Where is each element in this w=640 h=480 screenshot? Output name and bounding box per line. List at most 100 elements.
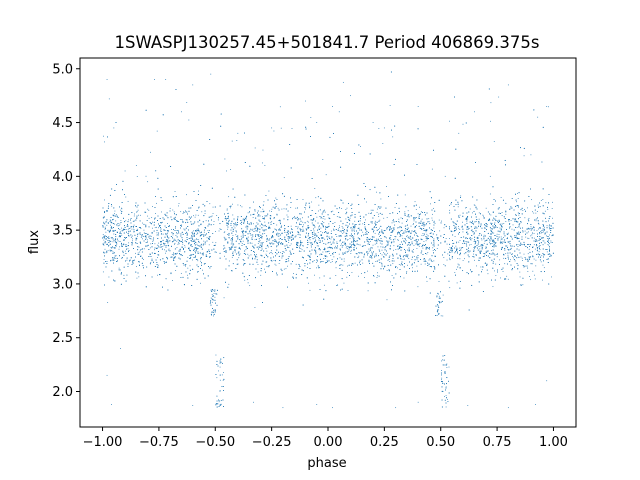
data-point [157,257,158,259]
data-point [336,236,338,237]
data-point [367,270,368,272]
data-point [115,214,117,215]
data-point [197,214,199,216]
data-point [413,240,415,241]
data-point [277,235,279,237]
data-point [160,230,162,232]
data-point [347,239,349,240]
data-point [362,262,364,264]
data-point [469,208,471,210]
data-point [379,219,381,221]
data-point [338,225,340,227]
data-point [352,237,354,239]
data-point [106,221,107,223]
data-point [500,277,501,279]
data-point [354,224,356,226]
data-point [449,247,451,248]
data-point [412,267,413,269]
data-point [293,238,294,240]
data-point [327,242,329,244]
chart-title: 1SWASPJ130257.45+501841.7 Period 406869.… [114,33,539,52]
data-point [495,235,497,236]
data-point [180,254,181,256]
data-point [232,251,234,253]
data-point [145,233,147,234]
data-point [462,231,464,233]
data-point [194,241,196,243]
data-point [350,226,352,228]
data-point [246,237,248,239]
data-point [239,222,241,224]
data-point [374,232,376,234]
data-point [475,221,477,222]
data-point [431,217,433,219]
data-point [367,290,369,292]
data-point [423,230,425,231]
data-point [139,264,140,266]
data-point [257,264,259,265]
data-point [527,218,529,220]
data-point [416,241,417,243]
data-point [155,213,156,214]
data-point [552,242,553,243]
data-point [426,280,428,282]
data-point [424,263,426,265]
data-point [156,202,157,204]
data-point [502,242,503,244]
data-point [106,224,108,226]
data-point [496,256,498,258]
data-point [377,208,378,210]
data-point [136,211,138,212]
data-point [498,234,500,235]
data-point [416,248,418,249]
data-point [493,232,495,234]
data-point [422,233,424,235]
data-point [299,213,301,214]
data-point [350,253,352,254]
data-point [190,256,192,258]
data-point [228,196,230,198]
data-point [359,252,361,254]
data-point [194,216,196,218]
data-point [202,269,203,271]
data-point [542,224,544,225]
data-point [341,231,342,233]
data-point [300,229,302,231]
data-point [494,222,496,224]
data-point [211,298,213,300]
data-point [420,211,422,213]
data-point [316,242,317,243]
data-point [148,209,150,211]
data-point [319,254,321,256]
data-point [551,225,553,227]
data-point [250,229,252,230]
data-point [223,232,225,234]
data-point [122,244,124,246]
data-point [449,120,451,122]
data-point [230,207,231,209]
data-point [381,249,383,251]
data-point [507,254,509,256]
data-point [432,213,433,215]
data-point [149,253,151,255]
data-point [143,240,145,242]
data-point [408,215,410,217]
data-point [461,243,463,244]
data-point [516,232,518,233]
data-point [165,234,167,236]
data-point [349,220,351,222]
data-point [311,246,312,248]
data-point [531,263,533,265]
data-point [478,223,480,225]
data-point [288,242,290,243]
data-point [131,228,133,230]
data-point [466,251,468,253]
data-point [229,249,230,251]
data-point [350,250,352,252]
data-point [113,257,115,258]
data-point [397,227,398,229]
data-point [172,280,173,281]
data-point [500,242,502,244]
data-point [333,242,335,244]
data-point [151,217,153,218]
